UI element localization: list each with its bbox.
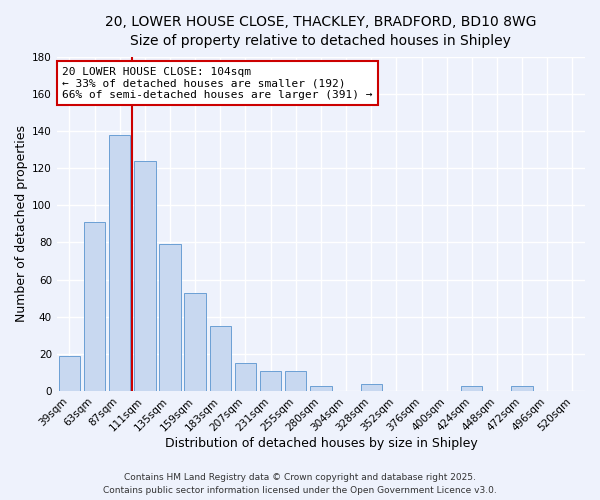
Bar bbox=[84, 222, 105, 391]
Text: 20 LOWER HOUSE CLOSE: 104sqm
← 33% of detached houses are smaller (192)
66% of s: 20 LOWER HOUSE CLOSE: 104sqm ← 33% of de… bbox=[62, 66, 373, 100]
Bar bbox=[134, 160, 155, 391]
Bar bbox=[184, 292, 206, 391]
Title: 20, LOWER HOUSE CLOSE, THACKLEY, BRADFORD, BD10 8WG
Size of property relative to: 20, LOWER HOUSE CLOSE, THACKLEY, BRADFOR… bbox=[105, 15, 536, 48]
Bar bbox=[461, 386, 482, 391]
Bar bbox=[310, 386, 332, 391]
Bar bbox=[159, 244, 181, 391]
Bar bbox=[361, 384, 382, 391]
Bar bbox=[59, 356, 80, 391]
Text: Contains HM Land Registry data © Crown copyright and database right 2025.
Contai: Contains HM Land Registry data © Crown c… bbox=[103, 474, 497, 495]
Bar bbox=[209, 326, 231, 391]
X-axis label: Distribution of detached houses by size in Shipley: Distribution of detached houses by size … bbox=[164, 437, 477, 450]
Bar bbox=[109, 134, 130, 391]
Bar bbox=[260, 370, 281, 391]
Y-axis label: Number of detached properties: Number of detached properties bbox=[15, 126, 28, 322]
Bar bbox=[285, 370, 307, 391]
Bar bbox=[511, 386, 533, 391]
Bar bbox=[235, 363, 256, 391]
